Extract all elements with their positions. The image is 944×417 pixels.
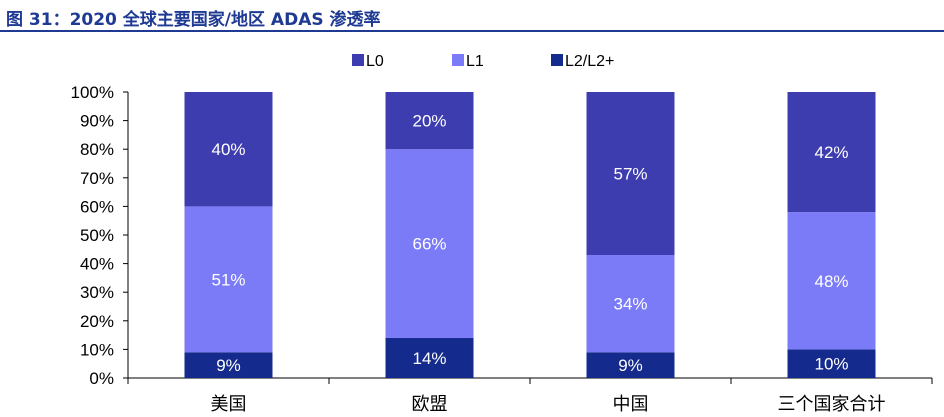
data-label-l0: 42% [814, 143, 848, 162]
y-tick-label: 70% [80, 169, 114, 188]
bar-segment-l2-l2 [385, 337, 474, 378]
y-tick-label: 0% [89, 369, 114, 388]
data-label-l2-l2: 9% [618, 356, 643, 375]
y-tick-label: 60% [80, 197, 114, 216]
bar-segment-l0 [787, 92, 876, 213]
chart-title: 图 31：2020 全球主要国家/地区 ADAS 渗透率 [6, 10, 381, 30]
bar-segment-l0 [385, 92, 474, 150]
y-tick-label: 30% [80, 283, 114, 302]
figure-header: 图 31：2020 全球主要国家/地区 ADAS 渗透率 [0, 0, 944, 34]
title-divider [0, 30, 944, 32]
bar-segment-l0 [586, 92, 675, 256]
legend-label-l1: L1 [466, 53, 484, 70]
legend-label-l0: L0 [366, 53, 384, 70]
category-label: 美国 [211, 394, 247, 415]
bar-segment-l1 [586, 255, 675, 353]
y-tick-label: 40% [80, 255, 114, 274]
bar-segment-l1 [385, 149, 474, 338]
y-tick-label: 90% [80, 112, 114, 131]
data-label-l2-l2: 9% [216, 356, 241, 375]
y-tick-label: 80% [80, 140, 114, 159]
bar-segment-l2-l2 [787, 349, 876, 378]
bar-segment-l1 [787, 212, 876, 350]
category-label: 欧盟 [412, 394, 448, 415]
legend-swatch-l0 [352, 54, 364, 66]
bar-segment-l2-l2 [586, 352, 675, 378]
data-label-l0: 40% [211, 140, 245, 159]
data-label-l2-l2: 14% [412, 349, 446, 368]
data-label-l1: 48% [814, 272, 848, 291]
y-tick-label: 50% [80, 226, 114, 245]
data-label-l0: 57% [613, 165, 647, 184]
bar-segment-l1 [184, 206, 273, 353]
legend-swatch-l1 [452, 54, 464, 66]
legend-swatch-l2-l2 [551, 54, 563, 66]
category-label: 三个国家合计 [778, 394, 886, 415]
bar-segment-l0 [184, 92, 273, 207]
y-tick-label: 20% [80, 312, 114, 331]
data-label-l1: 34% [613, 295, 647, 314]
category-label: 中国 [613, 394, 649, 415]
bar-segment-l2-l2 [184, 352, 273, 378]
y-tick-label: 10% [80, 340, 114, 359]
data-label-l2-l2: 10% [814, 355, 848, 374]
data-label-l1: 66% [412, 235, 446, 254]
data-label-l0: 20% [412, 112, 446, 131]
data-label-l1: 51% [211, 270, 245, 289]
legend-label-l2-l2: L2/L2+ [565, 53, 614, 70]
y-tick-label: 100% [71, 83, 114, 102]
